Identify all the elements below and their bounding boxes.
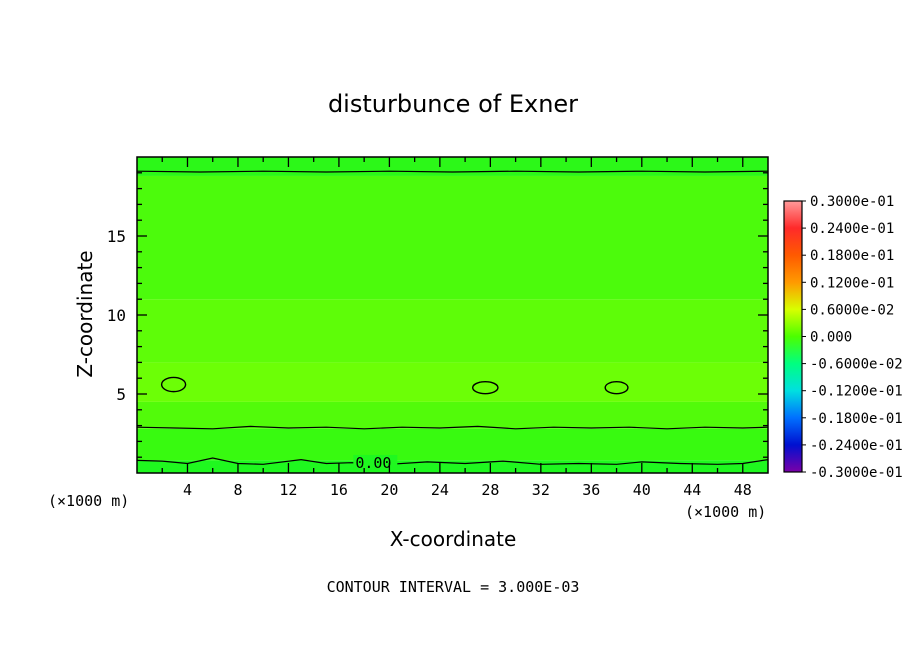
y-tick-label: 5 xyxy=(116,385,126,404)
x-unit-right: (×1000 m) xyxy=(685,503,766,521)
field-band-2 xyxy=(137,401,768,429)
x-tick-label: 8 xyxy=(233,481,242,499)
contour-0.00 xyxy=(136,457,769,465)
colorbar-label: -0.3000e-01 xyxy=(810,465,903,481)
contour-ellipse-2 xyxy=(471,380,499,395)
field-band-5 xyxy=(137,175,768,300)
contour-ellipse-1 xyxy=(160,376,187,393)
y-axis-label: Z-coordinate xyxy=(73,250,97,377)
field-band-0 xyxy=(137,460,768,473)
colorbar-gradient xyxy=(783,200,803,473)
contour-label-bg xyxy=(353,454,398,471)
x-tick-label: 20 xyxy=(380,481,398,499)
x-tick-labels: 4 8 12 16 20 24 28 32 36 40 44 48 xyxy=(183,481,752,499)
x-tick-label: 40 xyxy=(633,481,651,499)
x-tick-label: 4 xyxy=(183,481,192,499)
x-tick-label: 24 xyxy=(431,481,449,499)
contour-ellipse-3 xyxy=(604,380,629,395)
y-tick-label: 10 xyxy=(107,306,126,325)
colorbar-label: -0.2400e-01 xyxy=(810,438,903,454)
field-band-4 xyxy=(137,299,768,363)
field-band-6 xyxy=(137,157,768,176)
x-tick-label: 32 xyxy=(532,481,550,499)
colorbar-label: 0.1200e-01 xyxy=(810,275,894,291)
x-tick-label: 36 xyxy=(582,481,600,499)
colorbar-label: 0.3000e-01 xyxy=(810,194,894,210)
x-axis-label: X-coordinate xyxy=(390,527,517,551)
axis-ticks xyxy=(137,157,768,473)
y-tick-labels: 5 10 15 xyxy=(107,227,126,404)
contour-interval: CONTOUR INTERVAL = 3.000E-03 xyxy=(327,578,580,596)
colorbar-labels: 0.3000e-01 0.2400e-01 0.1800e-01 0.1200e-01… xyxy=(802,194,903,481)
y-tick-label: 15 xyxy=(107,227,126,246)
colorbar-label: -0.1800e-01 xyxy=(810,411,903,427)
x-tick-label: 16 xyxy=(330,481,348,499)
colorbar-label: 0.6000e-02 xyxy=(810,302,894,318)
contour-upper-low xyxy=(136,425,769,430)
colorbar xyxy=(783,200,803,473)
field-band-3 xyxy=(137,362,768,402)
x-tick-label: 28 xyxy=(481,481,499,499)
shaded-field xyxy=(137,157,768,473)
chart-title: disturbunce of Exner xyxy=(328,90,578,118)
colorbar-label: 0.1800e-01 xyxy=(810,248,894,264)
colorbar-label: -0.6000e-02 xyxy=(810,357,903,373)
contour-lines xyxy=(136,170,769,471)
colorbar-label: 0.000 xyxy=(810,330,852,346)
contour-value-label: 0.00 xyxy=(355,454,391,472)
colorbar-label: 0.2400e-01 xyxy=(810,221,894,237)
x-unit-left: (×1000 m) xyxy=(48,492,129,510)
x-tick-label: 12 xyxy=(279,481,297,499)
colorbar-label: -0.1200e-01 xyxy=(810,384,903,400)
x-tick-label: 44 xyxy=(683,481,701,499)
contour-top xyxy=(136,170,769,173)
x-tick-label: 48 xyxy=(734,481,752,499)
field-band-1 xyxy=(137,428,768,461)
